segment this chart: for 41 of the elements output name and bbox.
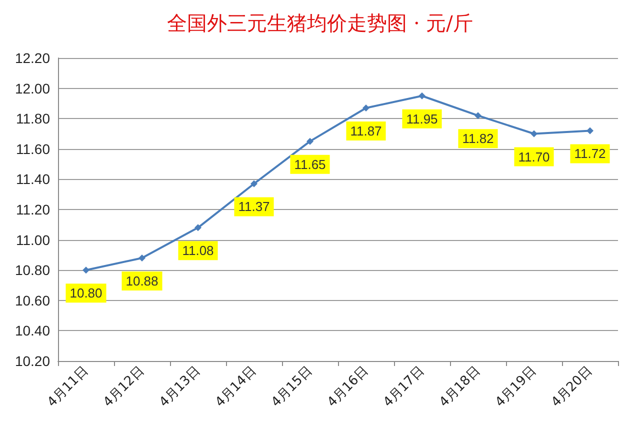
data-label: 11.82 bbox=[462, 131, 494, 146]
data-label: 11.65 bbox=[294, 156, 326, 172]
x-tick-label: 4月17日 bbox=[380, 364, 428, 410]
x-tick-label: 4月13日 bbox=[156, 364, 204, 410]
y-tick-label: 11.20 bbox=[16, 202, 50, 218]
y-tick-label: 10.20 bbox=[14, 353, 50, 369]
y-tick-label: 11.40 bbox=[16, 171, 50, 188]
data-label: 11.37 bbox=[238, 199, 270, 214]
y-tick-label: 11.80 bbox=[16, 110, 50, 127]
point bbox=[474, 112, 482, 120]
y-tick-label: 12.00 bbox=[14, 80, 50, 96]
chart-title: 全国外三元生猪均价走势图 · 元/斤 bbox=[167, 11, 473, 35]
x-tick-label: 4月20日 bbox=[548, 364, 596, 410]
x-tick-label: 4月19日 bbox=[492, 364, 540, 410]
y-tick-label: 10.80 bbox=[14, 262, 50, 278]
point bbox=[138, 254, 146, 262]
data-label: 11.70 bbox=[518, 149, 550, 164]
y-tick-label: 10.60 bbox=[14, 292, 50, 308]
x-tick-label: 4月14日 bbox=[212, 364, 260, 410]
x-tick-label: 4月18日 bbox=[436, 364, 484, 410]
y-tick-label: 11.00 bbox=[16, 232, 50, 248]
x-tick-label: 4月16日 bbox=[324, 364, 372, 410]
x-tick-label: 4月12日 bbox=[100, 364, 148, 410]
data-label: 11.95 bbox=[406, 111, 438, 126]
point bbox=[362, 104, 370, 112]
point bbox=[194, 224, 202, 232]
data-label: 10.80 bbox=[70, 286, 102, 301]
y-tick-label: 11.60 bbox=[16, 140, 50, 157]
y-tick-label: 12.20 bbox=[14, 50, 50, 66]
data-label: 11.08 bbox=[182, 243, 214, 258]
data-label: 11.72 bbox=[574, 146, 606, 162]
x-tick-label: 4月15日 bbox=[268, 364, 316, 410]
data-label: 10.88 bbox=[126, 273, 158, 288]
point bbox=[250, 180, 258, 188]
point bbox=[306, 138, 314, 145]
point bbox=[418, 92, 426, 100]
point bbox=[586, 127, 594, 134]
data-label: 11.87 bbox=[350, 123, 382, 138]
point bbox=[530, 130, 538, 138]
y-tick-label: 10.40 bbox=[14, 322, 50, 339]
point bbox=[82, 266, 90, 274]
